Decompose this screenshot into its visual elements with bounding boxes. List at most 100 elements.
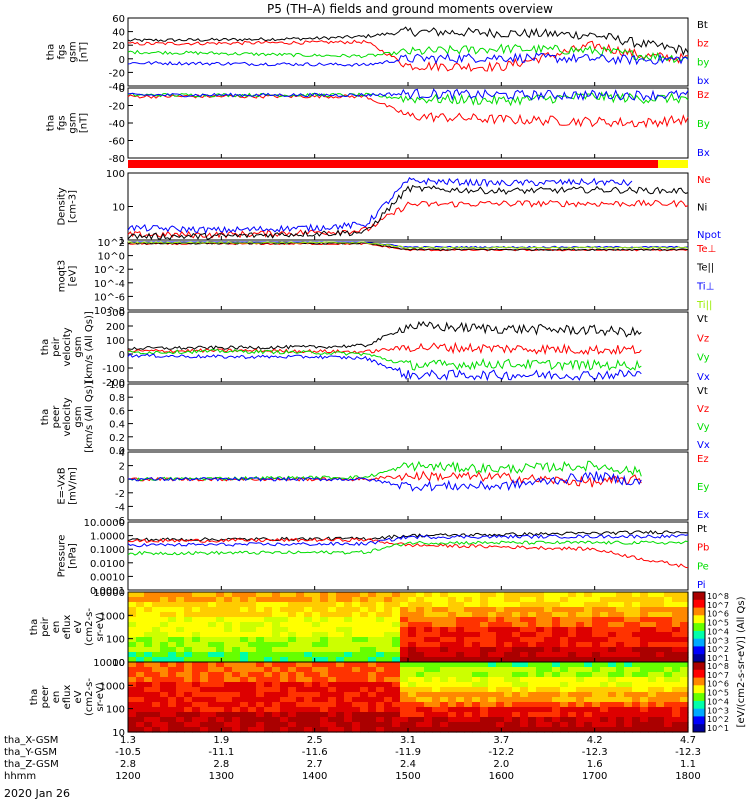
heatmap-cell [488,647,497,653]
heatmap-cell [656,667,665,673]
heatmap-cell [256,712,265,718]
heatmap-cell [424,627,433,633]
colorbar-tick-label: 10^5 [707,619,729,628]
heatmap-cell [528,647,537,653]
heatmap-cell [416,597,425,603]
heatmap-cell [456,612,465,618]
heatmap-cell [136,702,145,708]
heatmap-cell [352,707,361,713]
heatmap-cell [272,617,281,623]
heatmap-cell [448,597,457,603]
heatmap-cell [376,697,385,703]
heatmap-cell [368,727,377,733]
heatmap-cell [480,682,489,688]
heatmap-cell [160,682,169,688]
heatmap-cell [160,717,169,723]
heatmap-cell [208,647,217,653]
heatmap-cell [552,672,561,678]
heatmap-cell [464,607,473,613]
heatmap-cell [184,687,193,693]
heatmap-cell [360,607,369,613]
panel-peir_spectrogram: 10000100010010thapeirenefluxeV(cm2-s-sr-… [29,588,689,669]
heatmap-cell [416,702,425,708]
heatmap-cell [152,722,161,728]
heatmap-cell [432,697,441,703]
heatmap-cell [296,707,305,713]
heatmap-cell [176,692,185,698]
heatmap-cell [520,667,529,673]
heatmap-cell [232,652,241,658]
heatmap-cell [480,637,489,643]
heatmap-cell [432,667,441,673]
heatmap-cell [200,637,209,643]
heatmap-cell [176,707,185,713]
heatmap-cell [576,662,585,668]
heatmap-cell [264,657,273,663]
heatmap-cell [400,727,409,733]
y-tick-label: -80 [109,154,125,165]
heatmap-cell [536,642,545,648]
heatmap-cell [336,657,345,663]
heatmap-cell [432,627,441,633]
heatmap-cell [528,672,537,678]
heatmap-cell [600,617,609,623]
heatmap-cell [184,652,193,658]
heatmap-cell [272,602,281,608]
legend-entry: Bx [697,148,710,159]
panel-velocity_peer: 1.00.80.60.40.20.0thapeervelocitygsm[km/… [40,380,710,457]
heatmap-cell [312,687,321,693]
heatmap-cell [320,647,329,653]
heatmap-cell [232,617,241,623]
heatmap-cell [512,652,521,658]
heatmap-cell [216,722,225,728]
heatmap-cell [632,677,641,683]
heatmap-cell [680,632,689,638]
heatmap-cell [568,702,577,708]
heatmap-cell [600,702,609,708]
heatmap-cell [136,712,145,718]
heatmap-cell [680,692,689,698]
heatmap-cell [600,712,609,718]
heatmap-cell [272,642,281,648]
heatmap-cell [192,637,201,643]
heatmap-cell [648,592,657,598]
heatmap-cell [512,602,521,608]
heatmap-cell [272,597,281,603]
heatmap-cell [176,677,185,683]
heatmap-cell [200,707,209,713]
y-axis-label: thafgsgsm[nT] [46,112,90,133]
heatmap-cell [248,617,257,623]
heatmap-cell [424,617,433,623]
heatmap-cell [232,657,241,663]
heatmap-cell [664,702,673,708]
heatmap-cell [520,682,529,688]
heatmap-cell [648,607,657,613]
heatmap-cell [312,697,321,703]
heatmap-cell [608,592,617,598]
x-row-value: 1800 [675,771,700,782]
heatmap-cell [280,692,289,698]
heatmap-cell [384,592,393,598]
heatmap-cell [472,657,481,663]
y-tick-label: -20 [109,102,125,113]
heatmap-cell [256,597,265,603]
heatmap-cell [608,692,617,698]
heatmap-cell [488,682,497,688]
heatmap-cell [304,672,313,678]
heatmap-cell [216,617,225,623]
heatmap-cell [168,627,177,633]
heatmap-cell [248,712,257,718]
heatmap-cell [296,712,305,718]
heatmap-cell [680,597,689,603]
heatmap-cell [480,702,489,708]
heatmap-cell [584,722,593,728]
heatmap-cell [600,642,609,648]
heatmap-cell [616,677,625,683]
heatmap-cell [280,687,289,693]
heatmap-cell [376,677,385,683]
heatmap-cell [680,682,689,688]
heatmap-cell [456,672,465,678]
heatmap-cell [168,712,177,718]
heatmap-cell [640,672,649,678]
heatmap-cell [536,717,545,723]
